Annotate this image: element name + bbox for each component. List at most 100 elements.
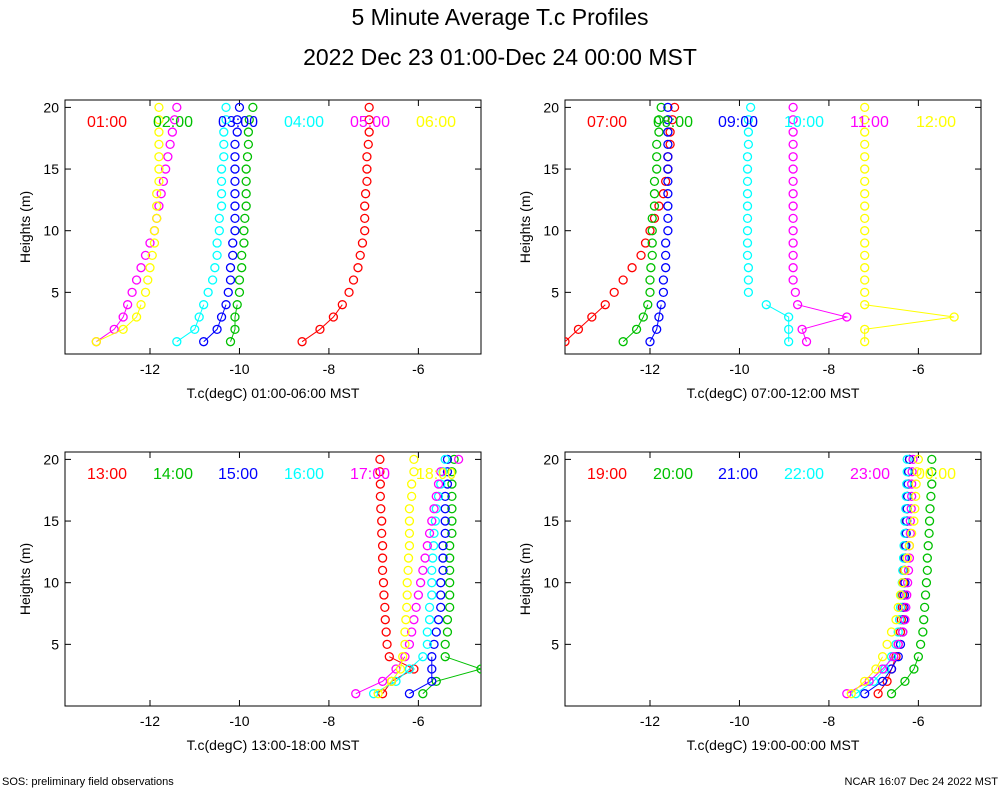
data-point <box>438 541 448 551</box>
data-point <box>893 652 903 662</box>
data-point <box>234 102 245 113</box>
data-point <box>230 213 240 224</box>
data-point <box>409 467 419 477</box>
data-point <box>889 652 899 662</box>
data-point <box>447 491 457 502</box>
data-point <box>429 528 439 539</box>
data-point <box>904 541 915 551</box>
data-point <box>360 189 371 199</box>
data-point <box>380 602 390 613</box>
data-point <box>404 664 415 674</box>
data-point <box>440 516 450 526</box>
data-point <box>199 300 209 310</box>
data-point <box>627 263 637 273</box>
data-point <box>395 664 406 674</box>
series-line-2200 <box>855 656 892 695</box>
data-point <box>377 541 388 551</box>
x-axis-label: T.c(degC) 01:00-06:00 MST <box>187 385 360 401</box>
series-group <box>91 102 374 347</box>
data-point <box>194 312 204 322</box>
data-point <box>131 275 142 285</box>
data-point <box>663 139 673 150</box>
data-point <box>241 164 251 174</box>
legend-entry-1900: 19:00 <box>587 466 627 483</box>
data-point <box>127 287 137 297</box>
data-point <box>919 615 929 625</box>
data-point <box>908 454 918 465</box>
data-point <box>216 164 227 174</box>
data-point <box>743 127 754 137</box>
y-tick-label: 15 <box>543 513 559 529</box>
data-point <box>230 324 240 334</box>
y-tick-label: 10 <box>43 575 59 591</box>
data-point <box>360 226 370 236</box>
data-point <box>375 454 385 465</box>
series-line-0800 <box>622 304 649 343</box>
data-point <box>860 287 870 297</box>
data-point <box>860 139 870 150</box>
data-point <box>921 578 932 588</box>
data-point <box>663 189 673 199</box>
data-point <box>911 491 921 502</box>
data-point <box>424 602 435 613</box>
data-point <box>663 176 673 187</box>
data-point <box>898 578 908 588</box>
data-point <box>913 454 924 465</box>
legend-entry-0600: 06:00 <box>416 114 456 131</box>
data-point <box>375 479 386 489</box>
data-point <box>436 590 446 600</box>
data-point <box>234 287 245 297</box>
data-point <box>436 602 446 613</box>
data-point <box>449 454 459 465</box>
x-tick-label: -6 <box>412 361 425 377</box>
data-point <box>797 324 807 334</box>
data-point <box>398 652 408 662</box>
data-point <box>428 541 439 551</box>
data-point <box>131 312 142 322</box>
data-point <box>860 324 870 334</box>
legend-entry-1000: 10:00 <box>784 114 824 131</box>
data-point <box>788 201 798 211</box>
data-point <box>407 479 417 489</box>
data-point <box>784 312 794 322</box>
y-axis-label: Heights (m) <box>517 543 533 615</box>
data-point <box>842 689 852 699</box>
data-point <box>404 504 415 514</box>
data-point <box>230 139 240 150</box>
data-point <box>438 553 448 563</box>
data-point <box>328 312 339 322</box>
data-point <box>169 115 180 125</box>
data-point <box>382 639 392 649</box>
data-point <box>860 201 870 211</box>
data-point <box>378 578 389 588</box>
data-point <box>377 565 388 576</box>
data-point <box>241 201 251 211</box>
legend-entry-1700: 17:00 <box>350 466 390 483</box>
data-point <box>761 300 771 310</box>
data-point <box>742 189 753 199</box>
series-line-1300 <box>382 656 415 694</box>
data-point <box>742 201 753 211</box>
data-point <box>230 226 240 236</box>
data-point <box>377 516 387 526</box>
data-point <box>647 238 657 248</box>
y-tick-label: 5 <box>551 636 559 652</box>
data-point <box>743 139 754 150</box>
data-point <box>445 578 455 588</box>
legend-entry-0400: 04:00 <box>284 114 324 131</box>
data-point <box>407 627 417 637</box>
data-point <box>742 213 753 224</box>
data-point <box>949 312 959 322</box>
data-point <box>447 516 457 526</box>
data-point <box>656 102 666 113</box>
data-point <box>860 300 870 310</box>
data-point <box>364 127 374 137</box>
data-point <box>433 479 444 489</box>
y-tick-label: 15 <box>43 161 59 177</box>
data-point <box>647 213 657 224</box>
data-point <box>745 102 756 113</box>
data-point <box>652 152 662 162</box>
data-point <box>136 300 146 310</box>
chart-panel-3: -12 -10 -8 -6 5 10 15 20 T.c(degC) 13:00-18:00 M… <box>17 451 482 753</box>
data-point <box>355 250 365 261</box>
